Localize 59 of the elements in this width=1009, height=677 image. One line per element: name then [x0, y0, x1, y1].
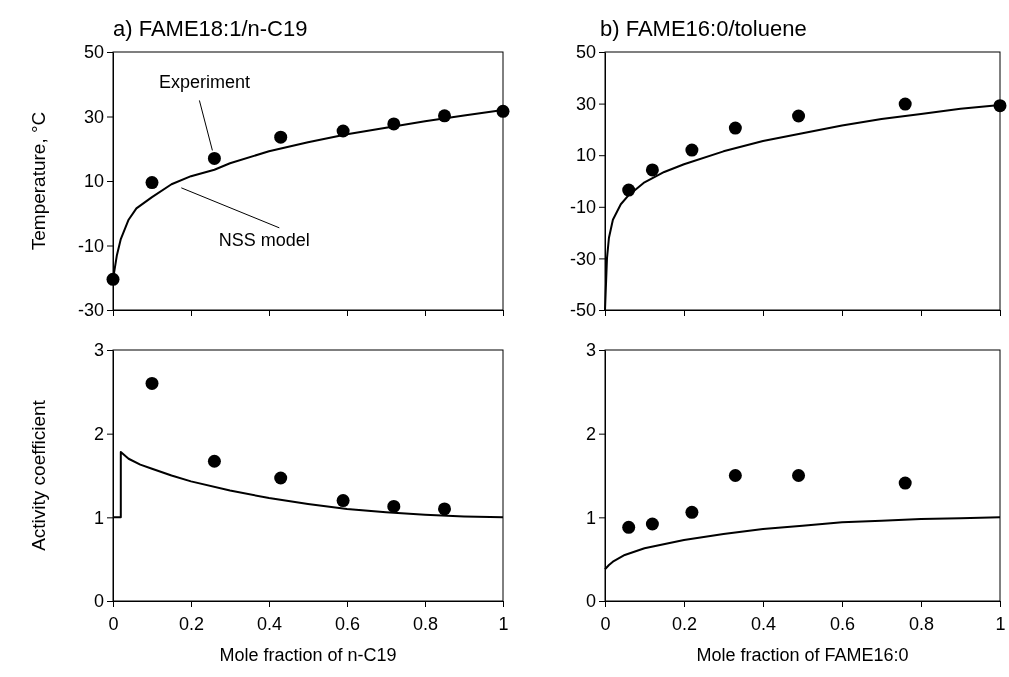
x-axis-title: Mole fraction of n-C19: [219, 645, 397, 665]
point: [728, 121, 742, 135]
point: [207, 454, 221, 468]
annotation: Experiment: [158, 72, 250, 93]
y-tick-label: 0: [585, 591, 596, 612]
point: [145, 176, 159, 190]
point: [336, 494, 350, 508]
point: [387, 499, 401, 513]
x-tick-label: 0.4: [750, 613, 777, 634]
x-tick-label: 0.2: [178, 613, 205, 634]
point: [438, 502, 451, 516]
x-tick-label: 0: [108, 613, 119, 634]
point: [728, 469, 742, 482]
point: [792, 109, 806, 123]
x-tick-label: 0: [600, 613, 611, 634]
x-tick-label: 0.2: [671, 613, 698, 634]
y-tick-label: 50: [575, 42, 596, 63]
y-tick-label: 1: [93, 507, 104, 528]
y-axis-title: Activity coefficient: [28, 399, 49, 551]
y-tick-label: 2: [585, 423, 596, 444]
point: [207, 151, 221, 165]
annotation: NSS model: [218, 229, 310, 250]
x-tick-label: 0.8: [412, 613, 439, 634]
x-tick-label: 0.6: [829, 613, 856, 634]
x-tick-label: 1: [498, 613, 509, 634]
chart-title: b) FAME16:0/toluene: [600, 16, 807, 41]
y-tick-label: -30: [77, 300, 104, 321]
y-tick-label: 0: [93, 591, 104, 612]
y-tick-label: 30: [83, 106, 104, 127]
point: [274, 130, 288, 144]
x-tick-label: 1: [995, 613, 1006, 634]
y-axis-title: Temperature, °C: [28, 111, 49, 251]
y-tick-label: 3: [585, 340, 596, 361]
y-tick-label: 50: [83, 42, 104, 63]
point: [645, 163, 659, 177]
point: [622, 520, 636, 534]
y-tick-label: 30: [575, 93, 596, 114]
y-tick-label: -10: [77, 235, 104, 256]
chart-title: a) FAME18:1/n-C19: [113, 16, 308, 41]
point: [898, 476, 912, 490]
x-tick-label: 0.4: [256, 613, 283, 634]
point: [685, 143, 699, 157]
point: [274, 471, 288, 485]
point: [898, 97, 912, 111]
point: [145, 376, 159, 390]
y-tick-label: 2: [93, 423, 104, 444]
point: [645, 517, 659, 531]
y-tick-label: -50: [569, 300, 596, 321]
x-axis-title: Mole fraction of FAME16:0: [696, 645, 909, 665]
y-tick-label: 1: [585, 507, 596, 528]
y-tick-label: -10: [569, 197, 596, 218]
point: [685, 505, 699, 519]
y-tick-label: 10: [575, 145, 596, 166]
x-tick-label: 0.8: [908, 613, 935, 634]
y-tick-label: 10: [83, 171, 104, 192]
y-tick-label: -30: [569, 248, 596, 269]
point: [792, 469, 806, 482]
y-tick-label: 3: [93, 340, 104, 361]
x-tick-label: 0.6: [334, 613, 361, 634]
